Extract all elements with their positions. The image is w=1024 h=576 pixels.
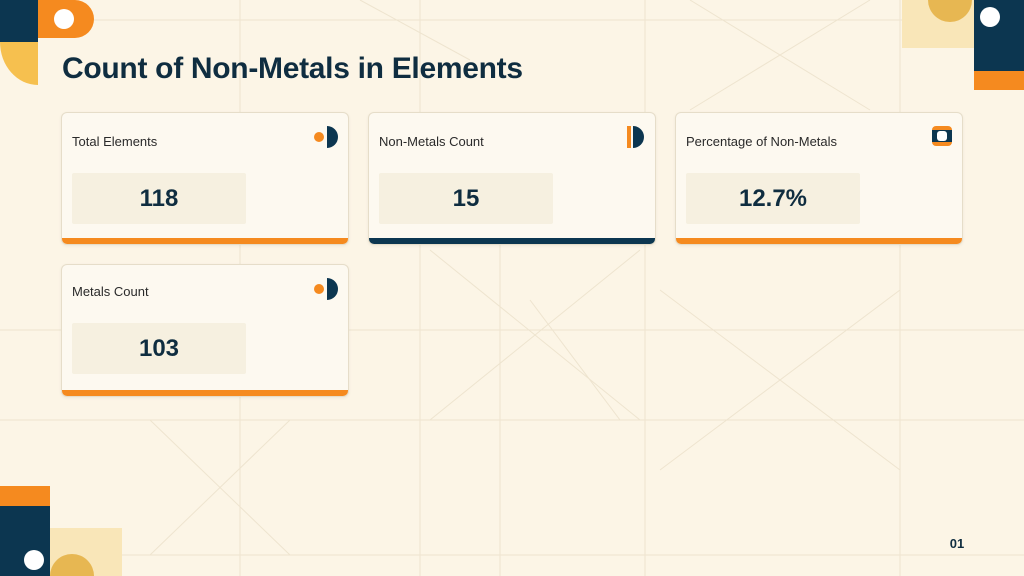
corner-decoration-top-right <box>902 0 1024 90</box>
stat-card-percentage-non-metals: Percentage of Non-Metals 12.7% <box>675 112 963 245</box>
card-accent-bar <box>369 238 655 244</box>
card-value: 12.7% <box>738 184 808 212</box>
stat-card-non-metals-count: Non-Metals Count 15 <box>368 112 656 245</box>
card-value-box: 118 <box>72 173 246 224</box>
card-label: Total Elements <box>72 134 158 149</box>
card-value: 103 <box>138 334 180 362</box>
card-value-box: 12.7% <box>686 173 860 224</box>
card-accent-bar <box>62 238 348 244</box>
stat-card-metals-count: Metals Count 103 <box>61 264 349 397</box>
bar-half-circle-icon <box>627 126 644 148</box>
card-value-box: 103 <box>72 323 246 374</box>
dot-half-circle-icon <box>314 278 338 300</box>
card-accent-bar <box>676 238 962 244</box>
corner-decoration-bottom-left <box>0 486 122 576</box>
dot-half-circle-icon <box>314 126 338 148</box>
card-label: Percentage of Non-Metals <box>686 134 838 149</box>
page-title: Count of Non-Metals in Elements <box>62 52 523 85</box>
card-label: Metals Count <box>72 284 149 299</box>
card-value: 118 <box>139 184 179 212</box>
card-value-box: 15 <box>379 173 553 224</box>
stat-card-total-elements: Total Elements 118 <box>61 112 349 245</box>
card-accent-bar <box>62 390 348 396</box>
card-label: Non-Metals Count <box>379 134 484 149</box>
page-number: 01 <box>949 536 965 551</box>
corner-decoration-top-left <box>0 0 94 85</box>
card-value: 15 <box>452 184 480 212</box>
rounded-square-ring-icon <box>932 126 952 146</box>
